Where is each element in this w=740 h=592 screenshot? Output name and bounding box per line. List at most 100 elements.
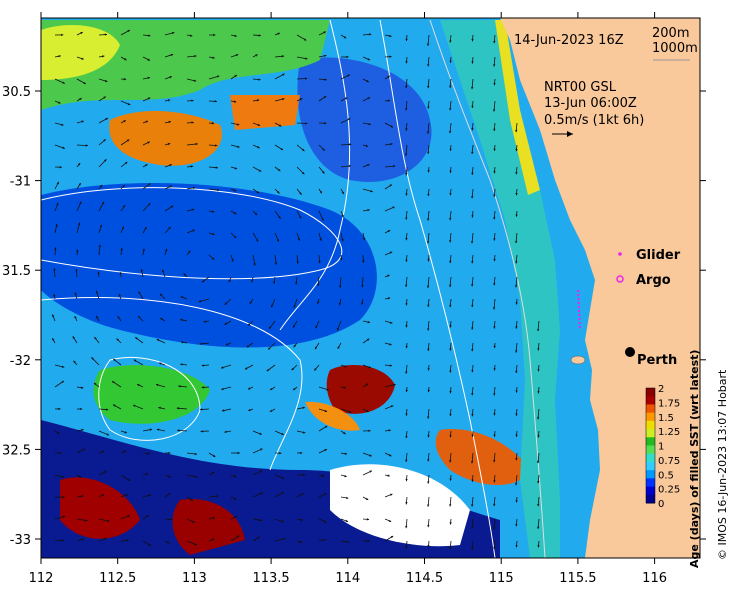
colorbar-segment (646, 420, 655, 430)
current-vector (183, 273, 188, 278)
current-vector (318, 474, 325, 477)
coastal-strip (440, 20, 560, 558)
current-vector (537, 386, 540, 394)
current-vector (230, 496, 237, 501)
current-vector (72, 336, 78, 344)
current-vector (186, 540, 198, 546)
current-vector (340, 118, 351, 124)
perth-marker (625, 347, 635, 357)
current-vector (208, 33, 216, 37)
current-vector (200, 430, 210, 433)
current-vector (199, 408, 210, 411)
contour-1000m (379, 19, 496, 558)
current-vector (201, 386, 210, 389)
current-vector (252, 470, 263, 476)
current-vector (318, 166, 325, 174)
current-vector (252, 210, 258, 216)
se-orange-patch (435, 429, 530, 485)
current-vector (449, 430, 452, 438)
current-vector (405, 254, 408, 262)
current-vector (54, 451, 63, 455)
coastal-yellow-band (495, 20, 540, 195)
current-vector (536, 408, 540, 420)
current-vector (54, 100, 61, 104)
current-vector (405, 78, 408, 89)
current-vector (177, 429, 188, 432)
current-vector (138, 291, 144, 300)
current-vector (76, 538, 85, 542)
current-vector (120, 539, 129, 542)
current-vector (164, 76, 173, 80)
current-vector (252, 536, 260, 542)
current-vector (384, 75, 391, 80)
current-vector (318, 492, 327, 498)
current-vector (164, 31, 175, 36)
current-vector (384, 297, 391, 300)
current-vector (51, 337, 56, 344)
current-vector (186, 165, 194, 168)
current-vector (492, 298, 496, 310)
current-vector (384, 474, 390, 477)
current-vector (340, 74, 350, 80)
current-vector (120, 29, 131, 36)
colorbar-frame (645, 387, 656, 504)
x-tick-label: 114 (335, 571, 360, 586)
colorbar-segment (646, 412, 655, 422)
current-vector (318, 254, 321, 264)
current-vector (449, 452, 452, 463)
current-vector (515, 452, 518, 461)
current-vector (427, 254, 430, 262)
current-vector (362, 163, 370, 168)
current-vector (449, 78, 452, 88)
current-vector (120, 226, 124, 234)
current-vector (120, 77, 127, 81)
current-vector (384, 535, 394, 542)
current-vector (230, 535, 240, 542)
x-tick-label: 113.5 (252, 571, 289, 586)
current-vector (515, 496, 518, 503)
current-vector (340, 386, 347, 389)
current-vector (340, 143, 352, 146)
current-vector (269, 386, 276, 391)
current-vector (54, 515, 66, 520)
current-vector (318, 232, 322, 241)
orange-band-north (230, 95, 300, 130)
current-vector (54, 430, 60, 434)
current-vector (361, 298, 364, 305)
current-vector (515, 188, 518, 196)
current-vector (427, 342, 430, 351)
current-vector (362, 122, 371, 126)
current-vector (493, 430, 496, 437)
current-vector (120, 139, 130, 146)
current-vector (252, 430, 262, 435)
current-vector (53, 268, 56, 278)
current-vector (54, 495, 65, 499)
current-vector (142, 164, 148, 168)
current-vector (318, 144, 325, 151)
current-vector (318, 210, 324, 221)
current-vector (537, 452, 540, 464)
current-vector (221, 408, 232, 412)
nw-orange-patch (109, 110, 222, 166)
current-vector (296, 406, 305, 410)
colorbar-segment (646, 486, 655, 496)
current-vector (426, 276, 430, 288)
current-vector (427, 430, 430, 438)
current-vector (384, 34, 392, 38)
current-vector (180, 341, 188, 344)
current-vector (336, 320, 342, 331)
current-vector (449, 474, 452, 481)
current-vector (471, 386, 474, 396)
current-vector (159, 293, 166, 300)
current-vector (158, 362, 166, 366)
current-vector (296, 188, 302, 196)
current-vector (274, 188, 280, 194)
current-vector (74, 292, 78, 300)
current-vector (230, 34, 237, 37)
current-vector (142, 34, 151, 37)
current-vector (292, 386, 298, 391)
current-vector (493, 408, 496, 416)
nw-yellow-patch (41, 25, 120, 80)
current-vector (274, 232, 280, 242)
current-vector (515, 408, 518, 416)
